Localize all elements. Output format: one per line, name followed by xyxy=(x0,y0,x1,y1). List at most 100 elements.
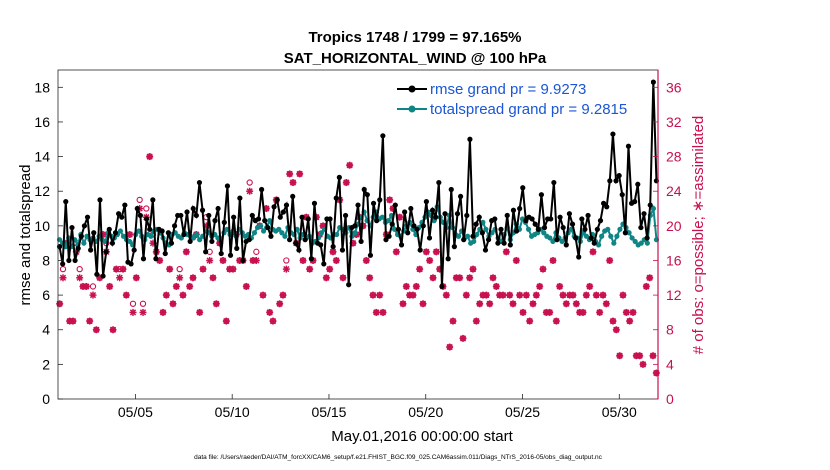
obs-assimilated-marker xyxy=(586,282,594,290)
rmse-marker xyxy=(523,218,529,224)
x-tick-label: 05/25 xyxy=(505,404,540,420)
obs-assimilated-marker xyxy=(522,291,530,299)
y-tick-label-left: 16 xyxy=(34,114,50,130)
rmse-marker xyxy=(457,193,464,200)
y-tick-label-left: 10 xyxy=(34,218,50,234)
obs-assimilated-marker xyxy=(589,248,597,256)
obs-assimilated-marker xyxy=(266,308,274,316)
rmse-marker xyxy=(563,242,569,248)
asterisk-stroke xyxy=(519,309,527,316)
y-tick-label-left: 12 xyxy=(34,183,50,199)
rmse-marker xyxy=(218,250,224,257)
asterisk-stroke xyxy=(603,300,610,307)
rmse-marker xyxy=(296,247,302,253)
asterisk-stroke xyxy=(366,274,373,281)
asterisk-stroke xyxy=(413,283,420,290)
asterisk-stroke xyxy=(169,300,177,307)
obs-assimilated-marker xyxy=(379,308,387,316)
obs-assimilated-marker xyxy=(229,265,237,273)
obs-assimilated-marker xyxy=(296,170,304,178)
rmse-marker xyxy=(464,212,470,219)
totalspread-marker xyxy=(318,230,325,236)
obs-assimilated-marker xyxy=(399,300,407,308)
asterisk-stroke xyxy=(476,300,483,307)
obs-assimilated-marker xyxy=(169,300,177,308)
data-file-footnote: data file: /Users/raeder/DAI/ATM_forcXX/… xyxy=(194,454,603,461)
obs-assimilated-marker xyxy=(176,274,184,282)
series-layer xyxy=(56,79,660,377)
asterisk-stroke xyxy=(483,291,490,299)
rmse-marker xyxy=(507,242,513,248)
obs-assimilated-marker xyxy=(592,291,600,299)
obs-assimilated-marker xyxy=(129,308,137,316)
legend: rmse grand pr = 9.9273 totalspread grand… xyxy=(393,78,651,120)
rmse-marker xyxy=(529,216,535,222)
rmse-marker xyxy=(613,178,619,184)
asterisk-stroke xyxy=(629,309,637,316)
rmse-marker xyxy=(237,195,243,201)
obs-assimilated-marker xyxy=(449,317,457,325)
asterisk-stroke xyxy=(516,291,523,299)
asterisk-stroke xyxy=(646,274,653,281)
asterisk-stroke xyxy=(586,283,593,290)
asterisk-stroke xyxy=(83,283,90,290)
asterisk-stroke xyxy=(246,188,253,195)
totalspread-marker xyxy=(126,238,133,245)
asterisk-stroke xyxy=(323,274,330,281)
rmse-marker xyxy=(588,235,594,241)
obs-assimilated-marker xyxy=(506,291,514,299)
asterisk-stroke xyxy=(266,309,273,316)
rmse-marker xyxy=(249,212,255,219)
obs-assimilated-marker xyxy=(92,326,100,334)
obs-possible-marker xyxy=(143,205,150,212)
obs-assimilated-marker xyxy=(86,317,94,325)
asterisk-stroke xyxy=(499,291,507,299)
totalspread-marker xyxy=(193,231,200,238)
rmse-marker xyxy=(448,186,454,193)
rmse-marker xyxy=(408,205,414,212)
obs-assimilated-marker xyxy=(559,291,567,299)
asterisk-stroke xyxy=(326,266,333,273)
obs-assimilated-marker xyxy=(159,308,167,316)
rmse-marker xyxy=(333,195,339,201)
obs-assimilated-marker xyxy=(109,326,117,334)
obs-assimilated-marker xyxy=(329,248,337,256)
rmse-marker xyxy=(171,223,178,229)
y-tick-label-left: 6 xyxy=(42,287,50,303)
asterisk-stroke xyxy=(329,248,337,255)
asterisk-stroke xyxy=(509,300,517,307)
obs-assimilated-marker xyxy=(366,274,374,282)
asterisk-stroke xyxy=(243,283,250,290)
obs-assimilated-marker xyxy=(476,300,484,308)
y-tick-label-right: 32 xyxy=(666,114,682,130)
obs-assimilated-marker xyxy=(426,256,434,264)
asterisk-stroke xyxy=(109,326,117,333)
rmse-marker xyxy=(287,237,293,243)
obs-assimilated-marker xyxy=(512,256,520,264)
asterisk-stroke xyxy=(416,266,423,273)
asterisk-stroke xyxy=(486,300,493,307)
rmse-marker xyxy=(246,237,252,243)
asterisk-stroke xyxy=(529,300,537,307)
legend-box xyxy=(393,78,651,120)
y-tick-label-right: 24 xyxy=(666,183,682,199)
asterisk-stroke xyxy=(619,291,627,299)
rmse-marker xyxy=(414,226,420,232)
asterisk-stroke xyxy=(449,317,457,325)
obs-assimilated-marker xyxy=(499,291,507,299)
rmse-marker xyxy=(109,240,116,246)
rmse-marker xyxy=(162,250,168,257)
obs-assimilated-marker xyxy=(562,300,570,308)
obs-assimilated-marker xyxy=(362,256,370,264)
obs-assimilated-marker xyxy=(372,308,380,316)
rmse-marker xyxy=(271,204,277,210)
obs-assimilated-marker xyxy=(412,282,420,290)
obs-assimilated-marker xyxy=(206,256,214,264)
y-tick-label-left: 4 xyxy=(42,322,50,338)
rmse-marker xyxy=(647,202,653,208)
rmse-marker xyxy=(619,192,625,198)
rmse-marker xyxy=(308,256,314,262)
asterisk-stroke xyxy=(536,283,543,290)
y-tick-label-left: 0 xyxy=(42,391,50,407)
asterisk-stroke xyxy=(129,309,137,316)
